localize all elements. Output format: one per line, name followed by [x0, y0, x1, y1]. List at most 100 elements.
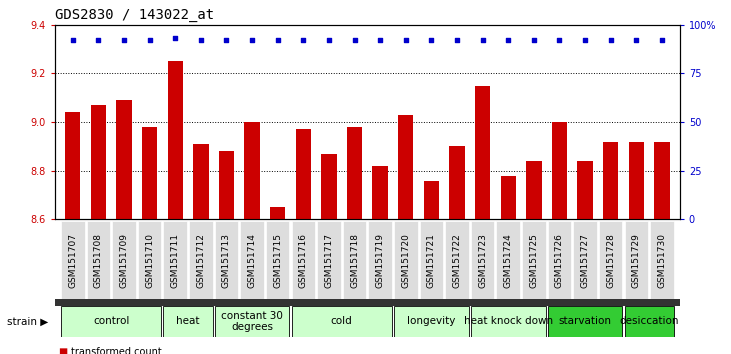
Bar [624, 221, 648, 299]
Point [477, 38, 488, 43]
Bar [167, 61, 183, 219]
Text: constant 30
degrees: constant 30 degrees [221, 310, 283, 332]
Point [246, 38, 258, 43]
Text: longevity: longevity [407, 316, 455, 326]
Bar [346, 127, 362, 219]
Point [221, 38, 232, 43]
Bar [394, 306, 469, 337]
Text: GSM151730: GSM151730 [657, 233, 667, 288]
Text: GSM151726: GSM151726 [555, 233, 564, 288]
Bar [475, 86, 491, 219]
Point [170, 35, 181, 41]
Text: GSM151715: GSM151715 [273, 233, 282, 288]
Bar [91, 105, 106, 219]
Bar [164, 221, 187, 299]
Bar [292, 306, 392, 337]
Text: heat: heat [176, 316, 200, 326]
Text: GSM151723: GSM151723 [478, 233, 487, 288]
Text: GSM151712: GSM151712 [197, 233, 205, 288]
Bar [573, 221, 596, 299]
Bar [321, 154, 336, 219]
Bar [373, 166, 388, 219]
Text: GSM151729: GSM151729 [632, 233, 641, 288]
Bar [471, 221, 494, 299]
Bar [215, 306, 289, 337]
Text: GSM151710: GSM151710 [145, 233, 154, 288]
Text: GSM151720: GSM151720 [401, 233, 410, 288]
Point [528, 38, 539, 43]
Bar [603, 142, 618, 219]
Text: GSM151709: GSM151709 [119, 233, 129, 288]
Point [656, 38, 667, 43]
Bar [450, 147, 465, 219]
Bar [394, 221, 417, 299]
Point [144, 38, 156, 43]
Point [374, 38, 386, 43]
Text: cold: cold [331, 316, 352, 326]
Text: GSM151707: GSM151707 [68, 233, 77, 288]
Bar [215, 221, 238, 299]
Bar [61, 306, 162, 337]
Bar [420, 221, 443, 299]
Point [579, 38, 591, 43]
Text: strain ▶: strain ▶ [7, 316, 48, 326]
Bar [343, 221, 366, 299]
Bar [116, 100, 132, 219]
Point [118, 38, 130, 43]
Text: GSM151725: GSM151725 [529, 233, 538, 288]
Bar [526, 161, 542, 219]
Bar [368, 221, 392, 299]
Bar [142, 127, 157, 219]
Bar [138, 221, 162, 299]
Text: GSM151727: GSM151727 [580, 233, 590, 288]
Bar [292, 221, 315, 299]
Bar [317, 221, 341, 299]
Bar [445, 221, 469, 299]
Text: transformed count: transformed count [71, 347, 162, 354]
Point [502, 38, 514, 43]
Point [425, 38, 437, 43]
Bar [471, 306, 545, 337]
Text: GSM151716: GSM151716 [299, 233, 308, 288]
Text: GSM151722: GSM151722 [452, 233, 461, 287]
Point [349, 38, 360, 43]
Bar [219, 151, 234, 219]
Bar [424, 181, 439, 219]
Text: ■: ■ [58, 347, 68, 354]
Bar [577, 161, 593, 219]
Point [451, 38, 463, 43]
Bar [548, 306, 623, 337]
Bar [501, 176, 516, 219]
Bar [624, 306, 674, 337]
Text: GSM151711: GSM151711 [171, 233, 180, 288]
Bar [244, 122, 260, 219]
Point [272, 38, 284, 43]
Bar [193, 144, 208, 219]
Bar [552, 122, 567, 219]
Text: heat knock down: heat knock down [463, 316, 553, 326]
Bar [65, 113, 80, 219]
Text: GSM151728: GSM151728 [606, 233, 616, 288]
Bar [295, 130, 311, 219]
Point [67, 38, 79, 43]
Point [400, 38, 412, 43]
Point [298, 38, 309, 43]
Text: GSM151721: GSM151721 [427, 233, 436, 288]
Bar [86, 221, 110, 299]
Text: starvation: starvation [558, 316, 612, 326]
Bar [164, 306, 213, 337]
Bar [398, 115, 414, 219]
Point [605, 38, 616, 43]
Bar [650, 221, 674, 299]
Bar [266, 221, 289, 299]
Bar [548, 221, 571, 299]
Text: GSM151724: GSM151724 [504, 233, 512, 287]
Bar [240, 221, 264, 299]
Bar [270, 207, 285, 219]
Bar [629, 142, 644, 219]
Text: GSM151708: GSM151708 [94, 233, 103, 288]
Text: GSM151718: GSM151718 [350, 233, 359, 288]
Text: GSM151714: GSM151714 [248, 233, 257, 288]
Point [553, 38, 565, 43]
Text: desiccation: desiccation [619, 316, 679, 326]
